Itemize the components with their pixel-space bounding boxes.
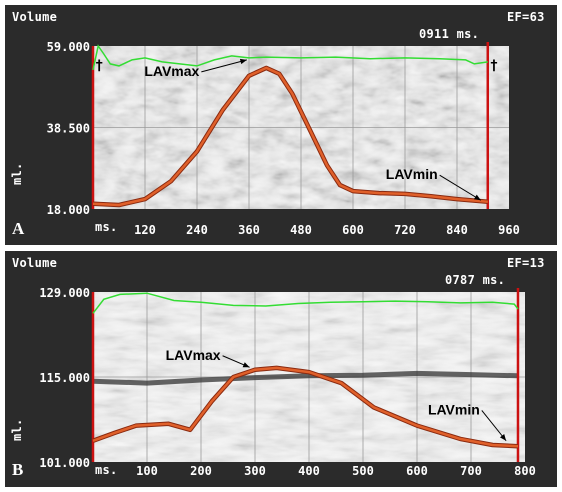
x-tick-label: 360 — [238, 223, 260, 237]
x-tick-label: 600 — [406, 464, 428, 478]
annotation-label: LAVmin — [386, 166, 438, 182]
x-tick-label: 240 — [186, 223, 208, 237]
x-tick-label: 500 — [352, 464, 374, 478]
annotation-arrow — [481, 410, 507, 442]
ylabel-unit: ml. — [10, 418, 24, 441]
echo-band — [92, 370, 519, 386]
x-tick-label: 480 — [290, 223, 312, 237]
volume-curve — [92, 66, 488, 207]
x-tick-label: 720 — [394, 223, 416, 237]
ef-label: EF=63 — [507, 10, 545, 24]
annotation-arrowhead — [242, 362, 250, 368]
annotation-label: LAVmin — [428, 401, 480, 417]
panel-b-plot: LAVmax LAVmin 100 200 300 400 500 600 700 800 129… — [39, 286, 536, 478]
y-tick-label: 38.500 — [47, 122, 90, 136]
x-unit-label: ms. — [95, 463, 118, 477]
y-tick-label: 129.000 — [39, 286, 90, 300]
annotation-arrowhead — [473, 194, 481, 201]
x-tick-label: 600 — [342, 223, 364, 237]
y-tick-label: 18.000 — [47, 203, 90, 217]
x-tick-label: 960 — [498, 223, 520, 237]
x-tick-label: 840 — [446, 223, 468, 237]
dagger-marker-right: † — [490, 58, 498, 74]
annotation-label: LAVmax — [166, 347, 221, 363]
x-unit-label: ms. — [95, 220, 118, 234]
annotation-label: LAVmax — [144, 63, 199, 79]
x-tick-label: 300 — [244, 464, 266, 478]
reference-curve — [92, 44, 488, 71]
x-tick-label: 100 — [136, 464, 158, 478]
time-readout: 0787 ms. — [445, 273, 506, 287]
ef-label: EF=13 — [507, 256, 545, 270]
x-tick-label: 800 — [514, 464, 536, 478]
panel-b: LAVmax LAVmin 100 200 300 400 500 600 700 800 129… — [5, 251, 557, 487]
panel-label: A — [12, 219, 25, 238]
ylabel-top: Volume — [12, 10, 58, 24]
x-tick-label: 700 — [460, 464, 482, 478]
x-tick-label: 120 — [134, 223, 156, 237]
panel-label: B — [12, 460, 24, 479]
annotation-arrowhead — [239, 58, 247, 65]
reference-curve — [92, 292, 519, 314]
y-tick-label: 59.000 — [47, 40, 90, 54]
ylabel-top: Volume — [12, 256, 58, 270]
ylabel-unit: ml. — [10, 162, 24, 185]
annotation-arrow — [201, 59, 247, 73]
x-tick-label: 200 — [190, 464, 212, 478]
panel-a: † † LAVmax LAVmin 120 240 360 480 600 720 840 960… — [5, 5, 557, 245]
annotation-arrowhead — [499, 434, 507, 441]
volume-curve — [92, 366, 519, 448]
time-readout: 0911 ms. — [419, 27, 480, 41]
dagger-marker-left: † — [95, 58, 103, 74]
y-tick-label: 115.000 — [39, 371, 90, 385]
y-tick-label: 101.000 — [39, 456, 90, 470]
x-tick-label: 400 — [298, 464, 320, 478]
annotation-arrow — [439, 174, 482, 201]
panel-a-plot: † † LAVmax LAVmin 120 240 360 480 600 720 840 960… — [47, 40, 520, 237]
